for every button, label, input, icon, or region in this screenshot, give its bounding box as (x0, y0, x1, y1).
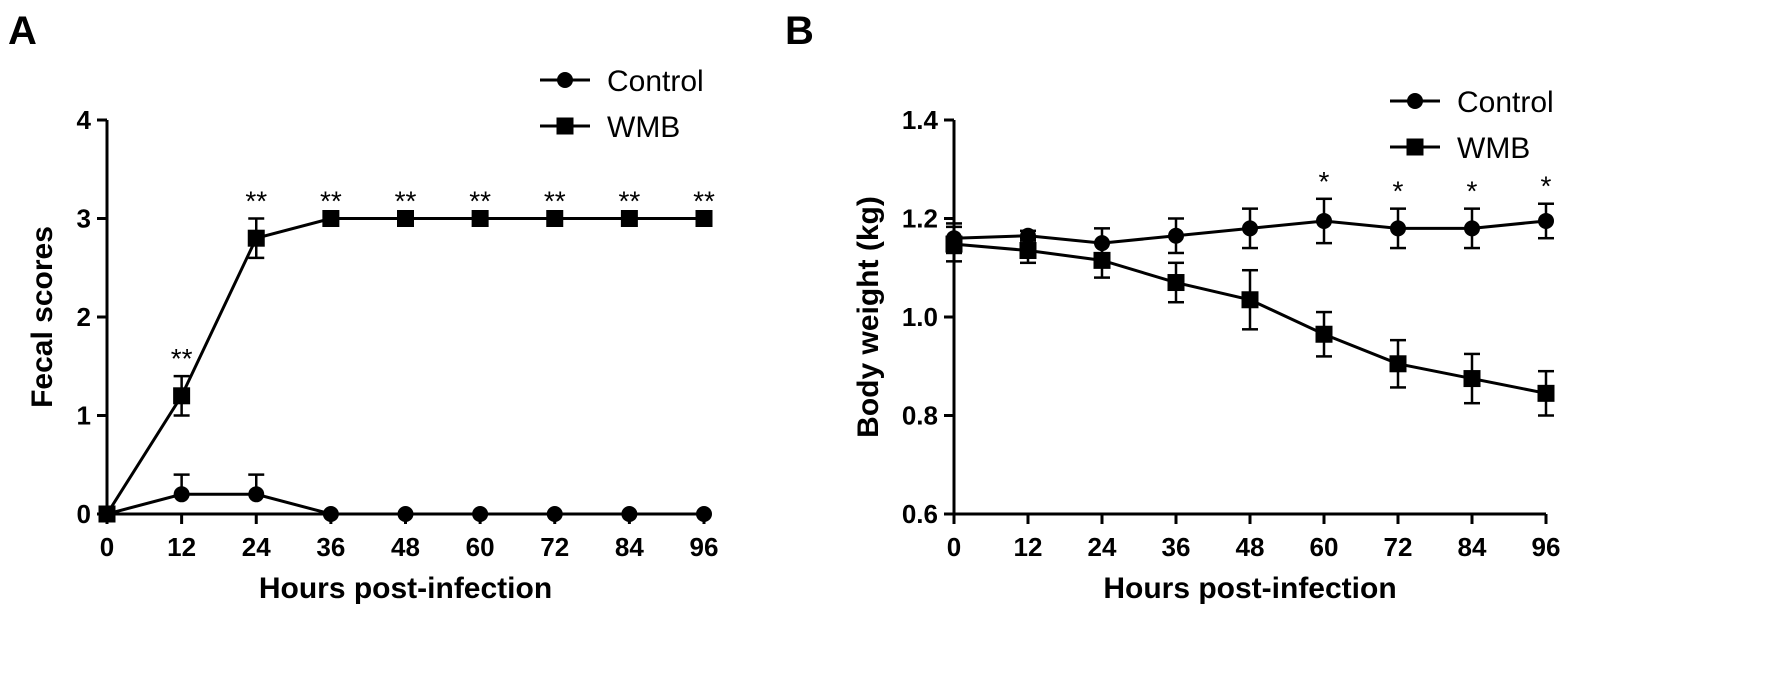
y-axis-title: Fecal scores (26, 226, 59, 408)
x-tick-label: 12 (1014, 532, 1043, 562)
legend-entry-wmb: WMB (1390, 132, 1530, 165)
significance-marker: * (1393, 176, 1404, 207)
x-tick-label: 0 (947, 532, 961, 562)
x-axis-title: Hours post-infection (259, 572, 552, 605)
data-point-control (1538, 212, 1554, 229)
data-point-wmb (1167, 274, 1185, 292)
series-control (946, 197, 1554, 260)
x-tick-label: 0 (100, 532, 114, 562)
significance-marker: ** (693, 186, 715, 217)
significance-marker: ** (320, 186, 342, 217)
legend-marker-circle (1407, 93, 1423, 109)
data-point-wmb (1537, 384, 1555, 402)
x-tick-label: 84 (1458, 532, 1487, 562)
legend-entry-wmb: WMB (540, 111, 680, 144)
legend-marker-square (1406, 138, 1424, 156)
x-tick-label: 72 (540, 532, 569, 562)
y-tick-label: 0 (77, 499, 91, 529)
y-axis-title: Body weight (kg) (852, 196, 885, 438)
series-wmb (945, 225, 1555, 417)
data-point-wmb (1315, 325, 1333, 343)
legend-label: WMB (607, 111, 680, 144)
data-point-control (397, 506, 414, 522)
y-tick-label: 1.0 (902, 302, 938, 332)
y-tick-label: 3 (77, 204, 91, 234)
significance-marker: * (1541, 171, 1552, 202)
data-point-control (1464, 220, 1480, 237)
x-axis-title: Hours post-infection (1103, 572, 1396, 605)
legend-entry-control: Control (1390, 86, 1554, 119)
data-point-control (1168, 227, 1184, 244)
data-point-control (546, 506, 563, 522)
data-point-wmb (695, 210, 713, 227)
data-point-control (1020, 227, 1036, 244)
y-tick-label: 4 (77, 105, 92, 135)
significance-marker: ** (544, 186, 566, 217)
data-point-wmb (98, 505, 116, 523)
x-tick-label: 36 (1162, 532, 1191, 562)
data-point-wmb (1093, 251, 1111, 269)
data-point-wmb (397, 210, 414, 227)
data-point-control (1316, 212, 1332, 229)
legend-marker-square (556, 117, 574, 135)
y-tick-label: 1.4 (902, 105, 939, 135)
data-point-control (472, 506, 489, 522)
y-tick-label: 1 (77, 401, 91, 431)
data-point-wmb (1463, 370, 1481, 388)
data-point-control (1242, 220, 1258, 237)
panel-label-b: B (785, 9, 814, 53)
significance-marker: ** (245, 186, 267, 217)
y-tick-label: 2 (77, 302, 91, 332)
legend-label: Control (607, 65, 704, 98)
significance-marker: ** (469, 186, 491, 217)
data-point-control (322, 506, 339, 522)
x-tick-label: 36 (316, 532, 345, 562)
data-point-wmb (1389, 355, 1407, 373)
significance-marker: ** (618, 186, 640, 217)
legend-label: WMB (1457, 132, 1530, 165)
x-tick-label: 48 (1236, 532, 1265, 562)
data-point-control (248, 486, 265, 503)
legend-entry-control: Control (540, 65, 704, 98)
data-point-wmb (546, 210, 564, 227)
x-tick-label: 60 (466, 532, 495, 562)
data-point-control (696, 506, 712, 522)
x-tick-label: 48 (391, 532, 420, 562)
significance-marker: ** (395, 186, 417, 217)
data-point-wmb (322, 210, 340, 227)
data-point-wmb (471, 210, 489, 227)
data-point-wmb (620, 210, 638, 227)
significance-marker: * (1319, 166, 1330, 197)
significance-marker: ** (171, 343, 193, 374)
series-wmb (98, 210, 713, 523)
series-line-wmb (105, 217, 704, 515)
x-tick-label: 84 (615, 532, 644, 562)
data-point-wmb (173, 387, 191, 405)
data-point-wmb (945, 235, 963, 253)
x-tick-label: 12 (167, 532, 196, 562)
data-point-wmb (1019, 242, 1037, 260)
panel-b-chart: 0.6 0.8 1.0 1.2 1.4 0 12 24 36 48 60 72 84 96 Hours po… (852, 86, 1560, 605)
x-tick-label: 24 (242, 532, 271, 562)
y-tick-label: 0.6 (902, 499, 938, 529)
x-tick-label: 72 (1384, 532, 1413, 562)
panel-label-a: A (8, 9, 37, 53)
y-tick-label: 1.2 (902, 204, 938, 234)
x-tick-label: 60 (1310, 532, 1339, 562)
data-point-wmb (1241, 291, 1259, 309)
y-tick-label: 0.8 (902, 401, 938, 431)
data-point-control (1390, 220, 1406, 237)
data-point-wmb (247, 229, 265, 247)
data-point-control (173, 486, 190, 503)
significance-marker: * (1467, 176, 1478, 207)
legend-marker-circle (557, 72, 573, 88)
legend-label: Control (1457, 86, 1554, 119)
x-tick-label: 96 (690, 532, 719, 562)
x-tick-label: 96 (1532, 532, 1561, 562)
x-tick-label: 24 (1088, 532, 1117, 562)
data-point-control (621, 506, 638, 522)
